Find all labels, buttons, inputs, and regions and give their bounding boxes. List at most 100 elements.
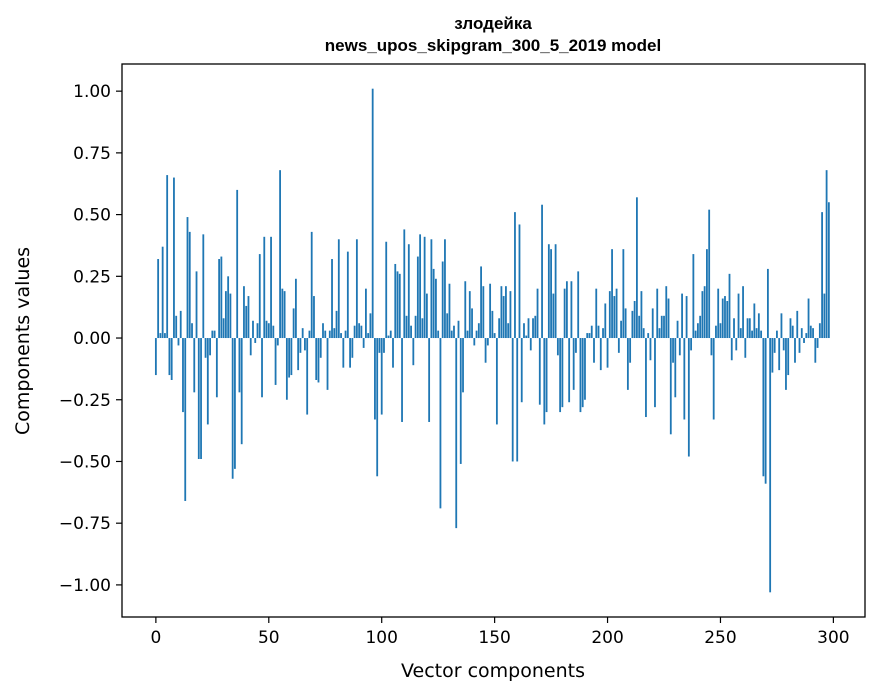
bar (570, 281, 573, 339)
bar (380, 338, 383, 415)
y-axis-label: Components values (12, 247, 34, 435)
bar (459, 338, 462, 464)
bar (620, 320, 622, 339)
bar (166, 175, 169, 339)
bar (471, 308, 473, 339)
bar (507, 323, 510, 339)
bar (261, 338, 263, 398)
bar (220, 256, 223, 339)
bar (398, 273, 401, 339)
bar (369, 313, 372, 339)
bar (812, 328, 814, 339)
bar (640, 291, 643, 339)
bar (624, 308, 627, 339)
bar (789, 318, 792, 339)
bar (742, 286, 744, 339)
bar (168, 338, 171, 376)
bar (274, 338, 277, 385)
bar (401, 338, 403, 422)
bar (529, 338, 532, 351)
bar (164, 333, 166, 339)
bar (188, 231, 191, 339)
bar (696, 323, 699, 339)
chart-title: злодейка (454, 14, 532, 33)
bar (532, 318, 534, 339)
x-tick-label: 100 (365, 628, 397, 648)
bar (678, 338, 681, 356)
bar (606, 338, 609, 368)
bar (500, 286, 503, 339)
bar (622, 249, 625, 339)
bar (249, 338, 252, 356)
bar (685, 296, 688, 339)
x-tick-label: 300 (817, 628, 849, 648)
bar (254, 338, 257, 343)
bar (527, 318, 530, 339)
bar (256, 323, 259, 339)
y-tick-label: 0.75 (73, 144, 111, 164)
bar (276, 338, 279, 346)
bar (403, 229, 406, 339)
bar (428, 338, 431, 422)
bar (771, 338, 774, 373)
bar (665, 286, 668, 339)
bar (430, 239, 433, 339)
bar (617, 338, 620, 353)
x-tick-label: 200 (591, 628, 623, 648)
bar (656, 288, 659, 339)
bar (726, 301, 729, 339)
bar (579, 338, 582, 413)
bar (803, 338, 805, 343)
bar (308, 330, 311, 339)
bar (676, 320, 679, 339)
bar (247, 296, 250, 339)
bar (405, 315, 408, 339)
bar (647, 333, 650, 339)
bar (629, 338, 632, 363)
bar (322, 323, 324, 339)
bar (213, 330, 216, 339)
bar (258, 254, 261, 339)
bar (435, 278, 437, 339)
bar (748, 318, 751, 339)
bar (367, 333, 370, 339)
bar (299, 338, 302, 353)
bar (265, 320, 268, 339)
bar (669, 338, 672, 435)
bar (498, 318, 501, 339)
bar (525, 335, 528, 339)
bar (581, 338, 584, 408)
bar (556, 338, 559, 356)
bar (597, 325, 600, 339)
bar (825, 170, 828, 339)
bar (491, 310, 494, 339)
bar (175, 315, 178, 339)
bar (362, 338, 365, 348)
bar (541, 204, 543, 339)
bar (798, 338, 801, 353)
bar (231, 338, 234, 479)
bar (794, 338, 796, 363)
bar (462, 338, 464, 393)
bar (631, 310, 634, 339)
bar (335, 310, 338, 339)
bar (672, 338, 674, 363)
bar (590, 325, 593, 339)
bar (584, 338, 586, 400)
bar (791, 325, 794, 339)
bar (468, 291, 471, 339)
bar (270, 236, 272, 339)
bar (243, 286, 245, 339)
bar (206, 338, 209, 425)
bar (439, 338, 442, 509)
bar (719, 323, 722, 339)
bar (615, 288, 618, 339)
bar (486, 338, 489, 346)
bar (412, 338, 415, 366)
bar (281, 288, 284, 339)
bar (577, 271, 580, 339)
bar (602, 328, 604, 339)
bar (658, 328, 661, 339)
bar (245, 305, 248, 339)
bar (292, 308, 295, 339)
